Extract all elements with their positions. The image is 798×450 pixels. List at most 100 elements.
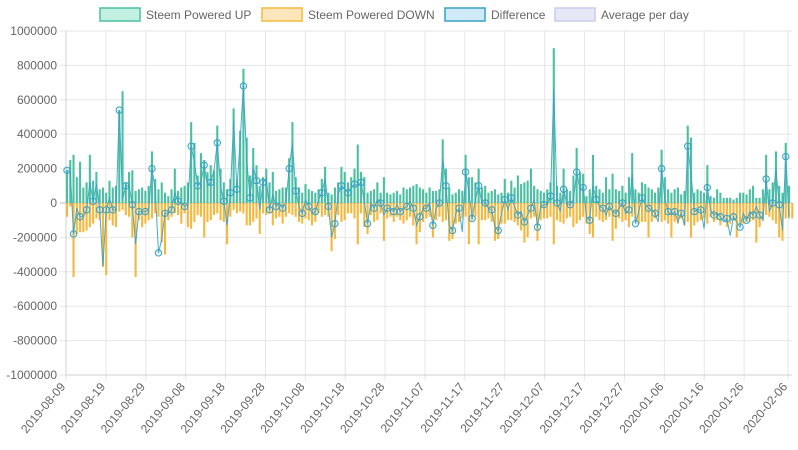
bar-up bbox=[288, 158, 291, 203]
bar-down bbox=[412, 203, 415, 226]
bar-down bbox=[258, 203, 261, 234]
bar-down bbox=[88, 203, 91, 228]
bar-down bbox=[128, 203, 131, 217]
bar-down bbox=[320, 203, 323, 217]
bar-up bbox=[144, 190, 147, 203]
bar-down bbox=[121, 203, 124, 210]
legend-item[interactable]: Steem Powered DOWN bbox=[261, 7, 435, 22]
bar-down bbox=[291, 203, 294, 216]
bar-down bbox=[572, 203, 575, 228]
bar-down bbox=[627, 203, 630, 228]
legend-item[interactable]: Average per day bbox=[554, 7, 689, 22]
bar-up bbox=[226, 189, 229, 203]
bar-up bbox=[676, 187, 679, 203]
bar-down bbox=[190, 203, 193, 229]
bar-down bbox=[539, 203, 542, 221]
bar-down bbox=[65, 203, 69, 217]
bar-up bbox=[395, 190, 399, 203]
bar-up bbox=[239, 130, 242, 203]
bar-up bbox=[92, 180, 95, 203]
bar-down bbox=[101, 203, 104, 267]
legend[interactable]: Steem Powered UP Steem Powered DOWN Differ… bbox=[99, 7, 689, 22]
bar-up bbox=[644, 184, 647, 203]
bar-down bbox=[72, 203, 75, 277]
bar-up bbox=[719, 192, 722, 203]
bar-down bbox=[614, 203, 617, 229]
legend-swatch bbox=[99, 7, 141, 22]
legend-item[interactable]: Steem Powered UP bbox=[99, 7, 251, 22]
bar-down bbox=[510, 203, 513, 221]
legend-item[interactable]: Difference bbox=[444, 7, 546, 22]
bar-down bbox=[219, 203, 222, 221]
bar-up bbox=[667, 189, 670, 203]
difference-point bbox=[324, 202, 333, 211]
bar-down bbox=[275, 203, 278, 219]
bar-up bbox=[291, 122, 294, 203]
bar-up bbox=[428, 187, 431, 203]
bar-up bbox=[670, 192, 673, 203]
difference-point bbox=[553, 199, 561, 207]
bar-up bbox=[265, 168, 268, 203]
bar-down bbox=[203, 203, 206, 238]
difference-point bbox=[723, 214, 731, 223]
bar-down bbox=[660, 203, 663, 222]
bar-down bbox=[314, 203, 317, 222]
bar-up bbox=[650, 189, 653, 203]
bar-down bbox=[745, 203, 748, 222]
bar-up bbox=[327, 192, 330, 203]
difference-point bbox=[684, 142, 692, 150]
bar-up bbox=[601, 192, 604, 203]
bar-up bbox=[131, 170, 134, 203]
difference-point bbox=[468, 214, 476, 223]
bar-up bbox=[268, 182, 271, 203]
bar-up bbox=[787, 185, 791, 203]
x-tick-label: 2020-02-06 bbox=[740, 380, 790, 436]
difference-point bbox=[180, 202, 189, 211]
bar-up bbox=[490, 190, 493, 203]
bar-down bbox=[569, 203, 572, 217]
bar-up bbox=[82, 187, 85, 203]
bar-down bbox=[461, 203, 464, 219]
bar-up bbox=[683, 190, 686, 203]
difference-point bbox=[357, 178, 365, 187]
bar-down bbox=[373, 203, 376, 222]
bar-up bbox=[716, 189, 719, 203]
bar-up bbox=[768, 189, 771, 203]
difference-point bbox=[736, 223, 744, 231]
bar-up bbox=[663, 177, 666, 203]
bar-up bbox=[114, 185, 118, 203]
bar-up bbox=[366, 192, 369, 203]
bar-up bbox=[680, 194, 683, 203]
bar-up bbox=[618, 190, 621, 203]
difference-point bbox=[311, 207, 319, 216]
bar-down bbox=[497, 203, 500, 240]
legend-label: Steem Powered UP bbox=[146, 8, 251, 22]
bar-down bbox=[765, 203, 768, 216]
bar-up bbox=[177, 190, 180, 203]
bar-down bbox=[438, 203, 441, 217]
bar-down bbox=[595, 203, 598, 217]
bar-up bbox=[699, 190, 702, 203]
bar-down bbox=[689, 203, 693, 238]
bar-up bbox=[572, 175, 575, 203]
bar-down bbox=[111, 203, 114, 226]
bar-down bbox=[451, 203, 454, 240]
bar-down bbox=[605, 203, 608, 221]
bar-up bbox=[686, 125, 689, 203]
difference-point bbox=[363, 219, 372, 228]
bar-down bbox=[431, 203, 434, 238]
difference-point bbox=[167, 206, 176, 214]
bar-down bbox=[493, 203, 497, 241]
bar-up bbox=[457, 189, 461, 203]
difference-point bbox=[572, 168, 581, 176]
bar-down bbox=[513, 203, 516, 222]
bar-up bbox=[657, 187, 660, 203]
bar-up bbox=[461, 190, 464, 203]
bar-up bbox=[258, 185, 261, 203]
bar-up bbox=[248, 175, 252, 203]
difference-point bbox=[670, 207, 679, 216]
difference-point bbox=[82, 206, 91, 214]
bar-up bbox=[752, 185, 755, 203]
bar-up bbox=[569, 190, 572, 203]
bar-down bbox=[261, 203, 265, 214]
